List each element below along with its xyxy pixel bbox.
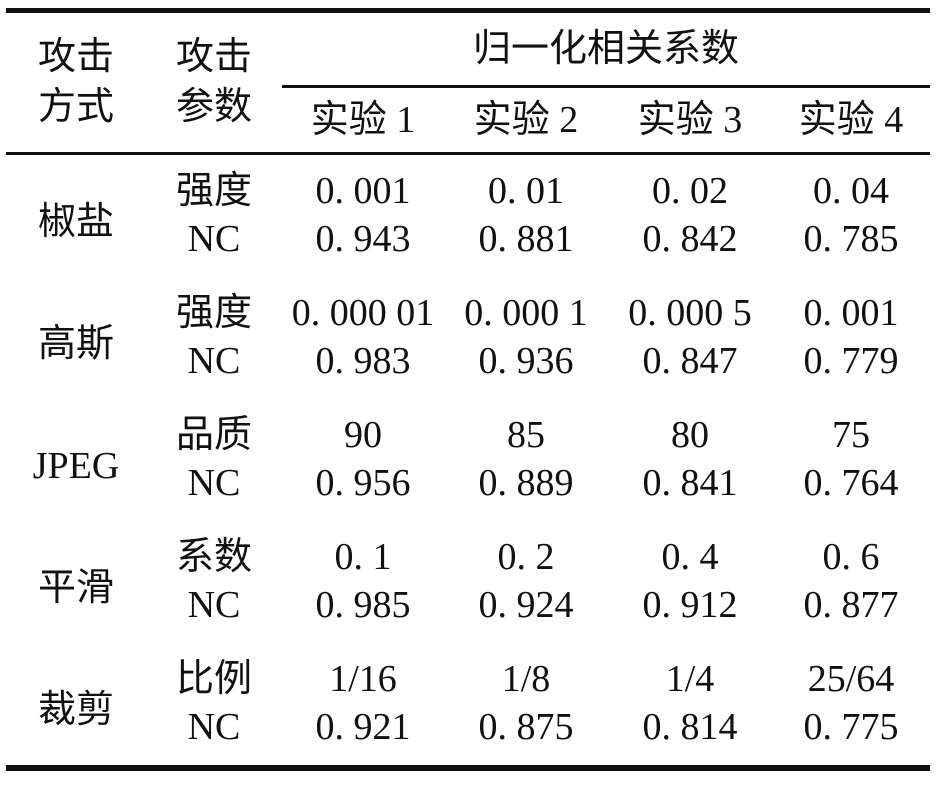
cell-nc-label: NC	[187, 583, 241, 626]
cell-param-value: 80	[671, 413, 709, 456]
table-row: NC 0. 956 0. 889 0. 841 0. 764	[6, 459, 930, 521]
cell-nc-value: 0. 775	[803, 705, 899, 748]
cell-nc-value: 0. 921	[315, 705, 411, 748]
cell-nc-label: NC	[187, 217, 241, 260]
table-row: 高斯 强度 0. 000 01 0. 000 1 0. 000 5 0. 001	[6, 277, 930, 365]
cell-attack-method: 平滑	[37, 566, 114, 609]
header-attack-method-line1: 攻击	[37, 36, 114, 79]
cell-param-value: 0. 001	[315, 169, 411, 212]
header-row-1: 攻击 方式 攻击 参数 归一化相关系数	[6, 10, 931, 155]
cell-nc-label: NC	[187, 705, 241, 748]
table-header: 攻击 方式 攻击 参数 归一化相关系数 实验 1 实验 2 实验 3 实验 4	[6, 10, 931, 155]
cell-nc-value: 0. 956	[315, 461, 411, 504]
header-row-2: 实验 1 实验 2 实验 3 实验 4	[6, 86, 931, 155]
cell-attack-method: JPEG	[32, 444, 120, 487]
cell-param-value: 85	[507, 413, 545, 456]
table-row: NC 0. 983 0. 936 0. 847 0. 779	[6, 337, 930, 399]
table-row: NC 0. 985 0. 924 0. 912 0. 877	[6, 581, 930, 643]
cell-nc-value: 0. 889	[478, 461, 574, 504]
table-row: NC 0. 943 0. 881 0. 842 0. 785	[6, 215, 930, 277]
cell-param-label: 系数	[175, 535, 252, 578]
header-attack-param-line2: 参数	[175, 85, 252, 128]
cell-attack-method: 高斯	[37, 322, 114, 365]
cell-attack-method: 椒盐	[37, 200, 114, 243]
cell-nc-value: 0. 936	[478, 339, 574, 382]
cell-nc-value: 0. 764	[803, 461, 899, 504]
cell-param-value: 1/8	[501, 657, 551, 700]
cell-nc-value: 0. 842	[642, 217, 738, 260]
cell-param-value: 90	[344, 413, 382, 456]
table-row: JPEG 品质 90 85 80 75	[6, 399, 930, 487]
cell-param-value: 75	[832, 413, 870, 456]
cell-nc-value: 0. 943	[315, 217, 411, 260]
table-row: 裁剪 比例 1/16 1/8 1/4 25/64	[6, 643, 930, 731]
cell-nc-label: NC	[187, 461, 241, 504]
results-table: 攻击 方式 攻击 参数 归一化相关系数 实验 1 实验 2 实验 3 实验 4 …	[6, 8, 931, 771]
cell-nc-value: 0. 983	[315, 339, 411, 382]
cell-nc-value: 0. 779	[803, 339, 899, 382]
results-table-container: 攻击 方式 攻击 参数 归一化相关系数 实验 1 实验 2 实验 3 实验 4 …	[6, 8, 931, 771]
cell-param-value: 0. 001	[803, 291, 899, 334]
header-attack-param: 攻击 参数	[146, 10, 282, 155]
header-nc-span-title: 归一化相关系数	[282, 10, 931, 88]
cell-nc-value: 0. 912	[642, 583, 738, 626]
cell-nc-value: 0. 924	[478, 583, 574, 626]
cell-nc-value: 0. 785	[803, 217, 899, 260]
cell-param-value: 1/4	[665, 657, 715, 700]
header-attack-param-line1: 攻击	[175, 36, 252, 79]
header-experiment-2: 实验 2	[444, 86, 608, 155]
cell-param-label: 比例	[175, 657, 252, 700]
cell-param-value: 0. 000 01	[291, 291, 435, 334]
cell-attack-method: 裁剪	[37, 688, 114, 731]
table-row: 平滑 系数 0. 1 0. 2 0. 4 0. 6	[6, 521, 930, 609]
cell-param-value: 0. 1	[334, 535, 392, 578]
header-attack-method-line2: 方式	[37, 85, 114, 128]
cell-param-value: 0. 4	[661, 535, 719, 578]
cell-param-label: 品质	[175, 413, 252, 456]
cell-nc-label: NC	[187, 339, 241, 382]
table-row: NC 0. 921 0. 875 0. 814 0. 775	[6, 703, 930, 768]
cell-param-value: 0. 6	[822, 535, 880, 578]
header-attack-method: 攻击 方式	[6, 10, 146, 155]
header-experiment-1: 实验 1	[282, 86, 444, 155]
header-experiment-4: 实验 4	[772, 86, 931, 155]
cell-param-value: 0. 000 1	[464, 291, 588, 334]
cell-nc-value: 0. 847	[642, 339, 738, 382]
cell-param-value: 0. 2	[497, 535, 555, 578]
cell-nc-value: 0. 814	[642, 705, 738, 748]
cell-param-value: 0. 02	[652, 169, 728, 212]
table-row: 椒盐 强度 0. 001 0. 01 0. 02 0. 04	[6, 154, 930, 243]
cell-nc-value: 0. 841	[642, 461, 738, 504]
cell-nc-value: 0. 875	[478, 705, 574, 748]
cell-param-value: 0. 04	[813, 169, 889, 212]
cell-param-value: 25/64	[807, 657, 895, 700]
cell-nc-value: 0. 881	[478, 217, 574, 260]
cell-param-value: 0. 000 5	[628, 291, 752, 334]
cell-nc-value: 0. 985	[315, 583, 411, 626]
cell-param-value: 1/16	[329, 657, 397, 700]
cell-param-label: 强度	[175, 169, 252, 212]
table-body: 椒盐 强度 0. 001 0. 01 0. 02 0. 04 NC 0. 943…	[6, 154, 930, 769]
header-experiment-3: 实验 3	[608, 86, 772, 155]
cell-nc-value: 0. 877	[803, 583, 899, 626]
cell-param-label: 强度	[175, 291, 252, 334]
cell-param-value: 0. 01	[488, 169, 564, 212]
